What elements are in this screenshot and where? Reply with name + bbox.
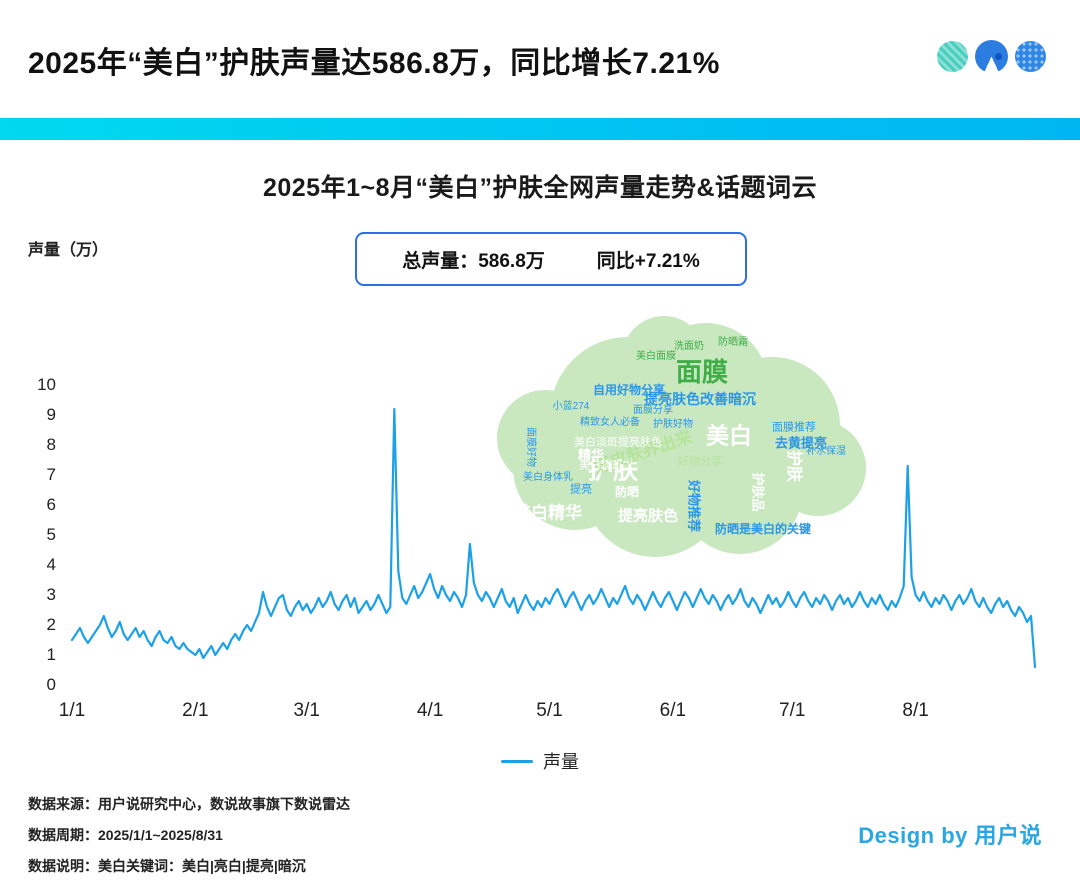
wordcloud-word: 面膜推荐 xyxy=(772,421,816,434)
wordcloud-word: 洗面奶 xyxy=(674,341,704,352)
x-axis-tick-label: 4/1 xyxy=(416,700,444,721)
wordcloud-word: 面膜 xyxy=(675,357,729,387)
wordcloud-word: 防晒是美白的关键 xyxy=(714,522,812,536)
wordcloud-word: 护肤 xyxy=(785,449,802,483)
page-title: 2025年“美白”护肤声量达586.8万，同比增长7.21% xyxy=(28,47,720,80)
wordcloud-word: 补水保湿 xyxy=(806,446,846,457)
data-note-line: 数据说明：美白关键词：美白|亮白|提亮|暗沉 xyxy=(28,858,306,874)
y-axis-tick-label: 10 xyxy=(37,375,56,394)
x-axis-tick-label: 2/1 xyxy=(182,700,209,721)
y-axis-tick-label: 3 xyxy=(46,585,56,604)
x-axis-tick-label: 1/1 xyxy=(58,700,86,721)
chart-legend: 声量 xyxy=(0,748,1080,774)
wordcloud-word: 精致女人必备 xyxy=(580,417,640,428)
wordcloud-word: 小蓝274 xyxy=(552,401,590,412)
wordcloud-blob xyxy=(622,316,706,400)
data-source-line: 数据来源：用户说研究中心，数说故事旗下数说雷达 xyxy=(28,796,350,812)
wordcloud-word: 美白面膜 xyxy=(636,351,676,362)
wordcloud-word: 面膜好物 xyxy=(525,427,536,467)
brand-logo xyxy=(937,40,1046,73)
wordcloud-word: 防晒 xyxy=(614,485,640,499)
dotted-grid-circle-icon xyxy=(1015,41,1046,72)
y-axis-tick-label: 5 xyxy=(46,525,56,544)
x-axis-tick-label: 3/1 xyxy=(293,700,320,721)
wordcloud-word: 提亮 xyxy=(570,483,592,496)
x-axis-tick-label: 7/1 xyxy=(779,700,806,721)
y-axis-tick-label: 9 xyxy=(46,405,56,424)
chart-title: 2025年1~8月“美白”护肤全网声量走势&话题词云 xyxy=(262,174,818,202)
wordcloud-word: 好物推荐 xyxy=(686,479,702,533)
legend-line-swatch xyxy=(501,759,533,763)
wordcloud-word: 美白身体乳 xyxy=(523,472,573,483)
wordcloud-word: 美白 xyxy=(706,422,752,449)
x-axis-tick-label: 5/1 xyxy=(536,700,563,721)
y-axis-tick-label: 4 xyxy=(46,555,56,574)
footer-notes: 数据来源：用户说研究中心，数说故事旗下数说雷达 数据周期：2025/1/1~20… xyxy=(28,794,350,880)
x-axis-tick-label: 8/1 xyxy=(902,700,929,721)
data-period-line: 数据周期：2025/1/1~2025/8/31 xyxy=(28,827,223,843)
summary-box: 总声量：586.8万 同比+7.21% xyxy=(355,232,747,286)
wordcloud-word: 防晒霜 xyxy=(718,337,748,348)
striped-circle-icon xyxy=(937,41,968,72)
wordcloud-word: 提亮肤色改善暗沉 xyxy=(644,391,756,407)
y-axis-tick-label: 2 xyxy=(46,615,56,634)
y-axis-tick-label: 1 xyxy=(46,645,56,664)
wordcloud-word: 美白精华 xyxy=(514,503,582,523)
accent-bar xyxy=(0,118,1080,140)
summary-yoy: 同比+7.21% xyxy=(596,250,700,272)
fish-icon xyxy=(975,40,1008,73)
summary-total: 总声量：586.8万 xyxy=(402,250,545,272)
legend-label: 声量 xyxy=(543,752,579,772)
wordcloud-word: 面膜分享 xyxy=(633,405,673,416)
wordcloud-word: 护肤好物 xyxy=(653,419,693,430)
header: 2025年“美白”护肤声量达586.8万，同比增长7.21% xyxy=(0,0,1080,118)
wordcloud-word: 护肤品 xyxy=(750,472,766,512)
y-axis-tick-label: 7 xyxy=(46,465,56,484)
y-axis-tick-label: 6 xyxy=(46,495,56,514)
y-axis-tick-label: 0 xyxy=(46,675,56,694)
x-axis-tick-label: 6/1 xyxy=(659,700,687,721)
design-credit: Design by 用户说 xyxy=(858,823,1042,848)
y-axis-title: 声量（万） xyxy=(28,242,109,259)
wordcloud-word: 自用好物分享 xyxy=(592,383,666,397)
wordcloud-word: 美白淡斑 xyxy=(579,459,623,472)
wordcloud-word: 提亮肤色 xyxy=(617,507,679,525)
wordcloud-word: 好物分享 xyxy=(678,455,722,468)
y-axis-tick-label: 8 xyxy=(46,435,56,454)
